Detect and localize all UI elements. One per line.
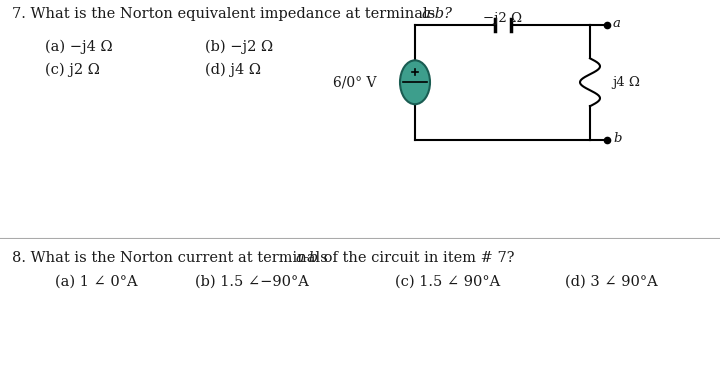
Text: (b) 1.5 ∠−90°A: (b) 1.5 ∠−90°A <box>195 274 309 288</box>
Text: (c) j2 Ω: (c) j2 Ω <box>45 63 100 77</box>
Text: (a) −j4 Ω: (a) −j4 Ω <box>45 40 112 54</box>
Text: 7. What is the Norton equivalent impedance at terminals: 7. What is the Norton equivalent impedan… <box>12 7 440 21</box>
Text: −j2 Ω: −j2 Ω <box>483 12 522 25</box>
Text: a-b?: a-b? <box>421 7 452 21</box>
Text: (a) 1 ∠ 0°A: (a) 1 ∠ 0°A <box>55 274 138 288</box>
Text: b: b <box>613 132 621 145</box>
Text: j4 Ω: j4 Ω <box>612 76 640 89</box>
Text: (d) j4 Ω: (d) j4 Ω <box>205 63 261 77</box>
Text: 6/0° V: 6/0° V <box>333 75 377 89</box>
Text: of the circuit in item # 7?: of the circuit in item # 7? <box>319 251 515 265</box>
Text: (c) 1.5 ∠ 90°A: (c) 1.5 ∠ 90°A <box>395 274 500 288</box>
Text: a-b: a-b <box>296 251 319 265</box>
Text: (d) 3 ∠ 90°A: (d) 3 ∠ 90°A <box>565 274 658 288</box>
Text: 8. What is the Norton current at terminals: 8. What is the Norton current at termina… <box>12 251 333 265</box>
Text: (b) −j2 Ω: (b) −j2 Ω <box>205 40 273 54</box>
Ellipse shape <box>400 60 430 104</box>
Text: a: a <box>613 17 621 30</box>
